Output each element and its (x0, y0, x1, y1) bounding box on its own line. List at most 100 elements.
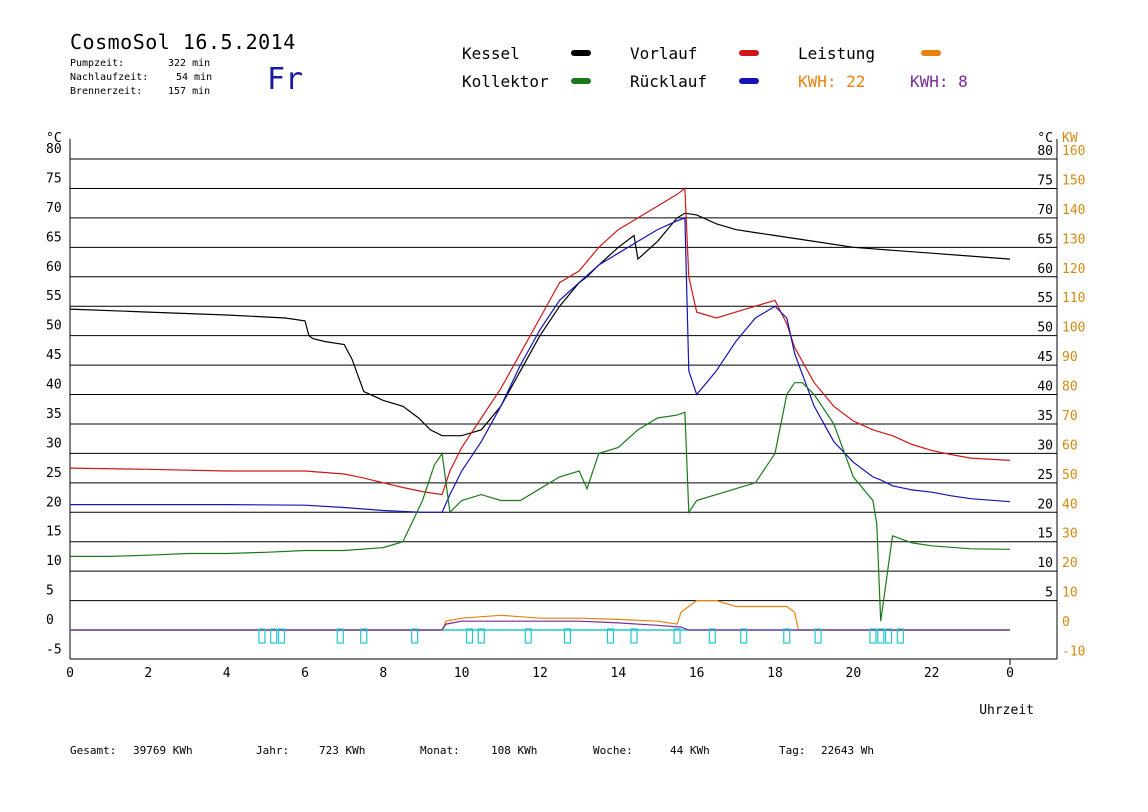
kw-tick-label: 60 (1062, 438, 1078, 453)
y-unit-left: °C (46, 131, 62, 146)
y-tick-label-left: 75 (46, 171, 62, 186)
x-tick-label: 4 (223, 666, 231, 681)
x-tick-label: 20 (846, 666, 862, 681)
kw-tick-label: 70 (1062, 409, 1078, 424)
kw-tick-label: 100 (1062, 321, 1085, 336)
legend-kessel-swatch (571, 50, 591, 56)
kw-unit: KW (1062, 131, 1078, 146)
pump-marker (708, 628, 716, 644)
kw-tick-label: -10 (1062, 644, 1085, 659)
chart-grid (70, 158, 1057, 602)
kw-tick-label: 40 (1062, 497, 1078, 512)
pump-markers (258, 628, 904, 644)
legend-leistung: Leistung (798, 44, 876, 63)
y-tick-label-right: 65 (1037, 232, 1053, 247)
y-tick-label-right: 45 (1037, 350, 1053, 365)
pump-marker (877, 628, 885, 644)
y-tick-label-left: 80 (46, 142, 62, 157)
pump-marker (884, 628, 893, 644)
footer-monat-label: Monat: (420, 744, 460, 757)
x-tick-label: 22 (924, 666, 940, 681)
legend-ruecklauf-swatch (739, 78, 759, 84)
pump-marker (783, 628, 791, 644)
legend-leistung-swatch (921, 50, 941, 56)
footer-woche-value: 44 KWh (670, 744, 710, 757)
kw-tick-label: 160 (1062, 144, 1085, 159)
kw-tick-label: 0 (1062, 615, 1070, 630)
legend-vorlauf-swatch (739, 50, 759, 56)
pump-marker (258, 628, 266, 644)
series-line-vorlauf (69, 187, 1011, 496)
x-tick-label: 2 (144, 666, 152, 681)
after-time-value: 54 min (176, 72, 213, 83)
footer-tag-value: 22643 Wh (821, 744, 874, 757)
y-tick-label-right: 80 (1037, 144, 1053, 159)
y-tick-label-right: 15 (1037, 527, 1053, 542)
kw-tick-label: 50 (1062, 468, 1078, 483)
y-tick-label-right: 10 (1037, 556, 1053, 571)
series-line-kessel (69, 212, 1011, 437)
y-unit-right: °C (1037, 131, 1053, 146)
pump-marker (477, 628, 485, 644)
pump-marker (740, 628, 748, 644)
y-tick-label-right: 50 (1037, 321, 1053, 336)
y-tick-label-right: 40 (1037, 380, 1053, 395)
burner-time-label: Brennerzeit: (70, 86, 143, 97)
pump-time-label: Pumpzeit: (70, 58, 125, 69)
series-line-kwh2 (70, 620, 1010, 631)
y-tick-label-left: 50 (46, 319, 62, 334)
pump-marker (411, 628, 419, 644)
series-line-ruecklauf (70, 217, 1011, 513)
y-tick-label-right: 75 (1037, 173, 1053, 188)
pump-marker (814, 628, 822, 644)
y-tick-label-left: -5 (46, 642, 62, 657)
y-tick-label-left: 60 (46, 260, 62, 275)
pump-marker (896, 628, 904, 644)
pump-marker (270, 628, 278, 644)
footer-gesamt-label: Gesamt: (70, 744, 117, 757)
x-tick-label: 8 (379, 666, 387, 681)
pump-marker (336, 628, 344, 644)
legend-kessel: Kessel (462, 44, 520, 63)
pump-marker (606, 628, 615, 644)
x-tick-label: 12 (532, 666, 548, 681)
y-tick-label-right: 30 (1037, 438, 1053, 453)
footer-woche-label: Woche: (593, 744, 633, 757)
footer-monat-value: 108 KWh (491, 744, 538, 757)
series-line-leistung (70, 599, 1010, 631)
chart-lines (69, 187, 1011, 631)
pump-marker (869, 628, 877, 644)
y-tick-label-left: 25 (46, 466, 62, 481)
burner-time-value: 157 min (168, 86, 211, 97)
kw-tick-label: 80 (1062, 380, 1078, 395)
y-tick-label-right: 35 (1037, 409, 1053, 424)
x-tick-label: 10 (454, 666, 470, 681)
series-line-kollektor (70, 382, 1011, 622)
after-time-label: Nachlaufzeit: (70, 72, 149, 83)
kw-tick-label: 10 (1062, 586, 1078, 601)
y-tick-label-right: 20 (1037, 497, 1053, 512)
legend-vorlauf: Vorlauf (630, 44, 698, 63)
kw-tick-label: 90 (1062, 350, 1078, 365)
kw-tick-label: 150 (1062, 173, 1085, 188)
pump-marker (563, 628, 572, 644)
y-tick-label-left: 10 (46, 554, 62, 569)
y-tick-label-left: 55 (46, 289, 62, 304)
legend-kollektor-swatch (571, 78, 591, 84)
chart-title: CosmoSol 16.5.2014 (70, 30, 296, 54)
weekday: Fr (267, 62, 304, 97)
y-tick-label-left: 20 (46, 495, 62, 510)
kw-tick-label: 110 (1062, 291, 1085, 306)
legend-ruecklauf: Rücklauf (630, 72, 708, 91)
pump-marker (360, 628, 368, 644)
y-tick-label-left: 0 (46, 613, 54, 628)
x-axis-label: Uhrzeit (979, 703, 1034, 718)
y-tick-label-left: 15 (46, 525, 62, 540)
kw-tick-label: 30 (1062, 527, 1078, 542)
y-tick-label-left: 70 (46, 201, 62, 216)
kw-tick-label: 130 (1062, 232, 1085, 247)
legend-kollektor: Kollektor (462, 72, 549, 91)
x-tick-label: 0 (66, 666, 74, 681)
x-tick-label: 0 (1006, 666, 1014, 681)
